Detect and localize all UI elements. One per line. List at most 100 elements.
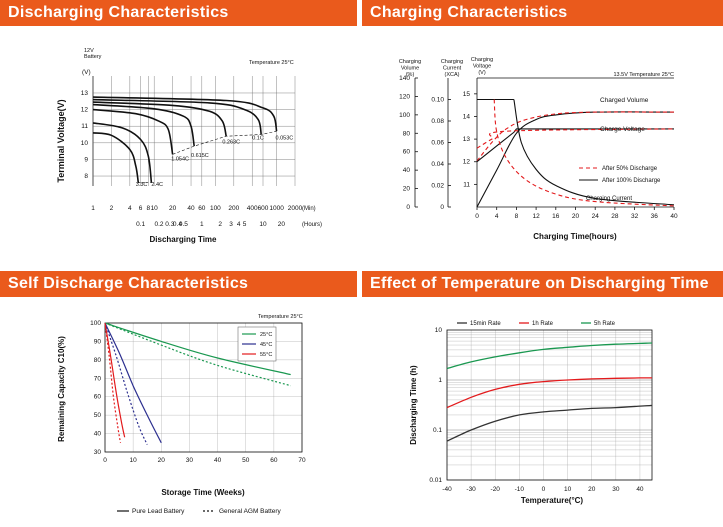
current-tick-label: 0.04 — [431, 161, 444, 168]
y-axis-label: Terminal Voltage(V) — [56, 99, 66, 182]
voltage-tick-label: 11 — [463, 181, 470, 188]
legend-pure-label: Pure Lead Battery — [132, 508, 185, 515]
y-tick-label: 0.01 — [429, 477, 442, 484]
plot-frame — [446, 329, 653, 481]
y-unit: (V) — [82, 69, 91, 76]
voltage-tick-label: 13 — [463, 136, 471, 143]
panel-title: Effect of Temperature on Discharging Tim… — [362, 271, 723, 297]
rate-label: 0.053C — [275, 135, 293, 141]
panel-title: Self Discharge Characteristics — [0, 271, 357, 297]
volume-tick-label: 60 — [403, 149, 411, 156]
charging-current-50 — [493, 99, 675, 207]
volume-tick-label: 140 — [399, 75, 410, 82]
x-tick-hour-label: 10 — [259, 221, 267, 228]
temperature-line — [446, 377, 652, 409]
head-voltage: (V) — [478, 70, 486, 76]
charged-volume-50 — [476, 111, 675, 162]
y-tick-label: 30 — [94, 449, 102, 456]
y-tick-label: 100 — [90, 320, 101, 327]
discharge-curve — [92, 98, 262, 135]
x-tick-label: 60 — [270, 457, 278, 464]
y-tick-label: 12 — [81, 107, 89, 114]
discharge-curve — [92, 108, 174, 155]
voltage-tick-label: 12 — [463, 159, 471, 166]
x-tick-label: -30 — [466, 486, 476, 493]
x-tick-hour-label: 3 — [229, 221, 233, 228]
x-tick-min-label: 1 — [91, 205, 95, 212]
rate-label: 2.4C — [151, 182, 163, 188]
x-tick-label: 40 — [670, 213, 678, 220]
legend-label: 1h Rate — [532, 321, 554, 327]
legend-label: 25°C — [260, 332, 272, 338]
x-tick-hour-label: 4 — [237, 221, 241, 228]
self-discharge-line — [104, 322, 126, 438]
x-tick-label: -10 — [515, 486, 525, 493]
label-charging-current: Charging Current — [586, 196, 632, 202]
x-tick-label: 4 — [495, 213, 499, 220]
x-tick-label: 36 — [651, 213, 659, 220]
y-tick-label: 50 — [94, 412, 102, 419]
x-tick-label: 28 — [611, 213, 619, 220]
x-tick-label: 0 — [103, 457, 107, 464]
discharge-curve — [92, 122, 153, 183]
y-tick-label: 40 — [94, 431, 102, 438]
charge-voltage-50 — [476, 128, 675, 149]
head-voltage: Voltage — [473, 64, 491, 70]
volume-tick-label: 120 — [399, 93, 410, 100]
label-charge-voltage: Charge Voltage — [600, 126, 645, 133]
x-tick-label: 70 — [298, 457, 306, 464]
y-tick-label: 8 — [84, 173, 88, 180]
self-discharge-line — [104, 322, 291, 387]
y-tick-label: 70 — [94, 375, 102, 382]
x-tick-min-label: 400 — [247, 205, 258, 212]
panel-temperature: Effect of Temperature on Discharging Tim… — [362, 271, 723, 527]
x-tick-min-label: 6 — [139, 205, 143, 212]
temperature-line — [446, 342, 653, 370]
head-current: Charging — [441, 59, 463, 65]
head-volume: Charging — [399, 59, 421, 65]
y-axis-label: Discharging Time (h) — [409, 365, 418, 445]
x-axis-label: Storage Time (Weeks) — [161, 488, 245, 497]
legend-label-100: After 100% Discharge — [602, 178, 661, 184]
y-tick-label: 90 — [94, 338, 102, 345]
x-axis-label: Discharging Time — [150, 235, 218, 244]
charging-current-100 — [513, 99, 675, 206]
y-tick-label: 10 — [435, 327, 443, 334]
panel-self-discharge: Self Discharge Characteristics Temperatu… — [0, 271, 360, 527]
rate-label: 3.3C — [136, 182, 148, 188]
y-tick-label: 80 — [94, 357, 102, 364]
head-volume: (%) — [406, 72, 415, 78]
x-tick-min-label: 2000 — [288, 205, 303, 212]
label-charged-volume: Charged Volume — [600, 97, 649, 104]
legend-label: 45°C — [260, 342, 272, 348]
x-tick-label: 10 — [130, 457, 138, 464]
battery-label: Battery — [84, 54, 102, 60]
x-tick-hour-label: 5 — [243, 221, 247, 228]
rate-label: 0.1C — [252, 135, 264, 141]
x-tick-min-label: 4 — [128, 205, 132, 212]
x-tick-label: 24 — [592, 213, 600, 220]
panel-title: Discharging Characteristics — [0, 0, 357, 26]
x-tick-label: 20 — [572, 213, 580, 220]
voltage-tick-label: 14 — [463, 113, 471, 120]
x-tick-min-label: 1000 — [269, 205, 284, 212]
y-tick-label: 10 — [81, 140, 89, 147]
legend-label: 55°C — [260, 352, 272, 358]
self-discharge-line — [104, 322, 122, 443]
x-tick-hour-label: 1 — [200, 221, 204, 228]
self-discharge-line — [104, 322, 291, 376]
x-tick-label: 16 — [552, 213, 560, 220]
panel-charging: Charging Characteristics Charging Volume(… — [362, 0, 723, 262]
current-tick-label: 0.02 — [431, 183, 444, 190]
volume-tick-label: 40 — [403, 167, 411, 174]
x-tick-hour-label: 0.3 — [165, 221, 174, 228]
legend-label: 15min Rate — [470, 321, 501, 327]
panel-title: Charging Characteristics — [362, 0, 723, 26]
current-tick-label: 0 — [440, 204, 444, 211]
discharge-curve — [92, 132, 140, 183]
x-tick-label: 40 — [636, 486, 644, 493]
head-current: Current — [443, 66, 462, 72]
charge-voltage-100 — [476, 128, 674, 163]
temperature-line — [446, 404, 653, 442]
